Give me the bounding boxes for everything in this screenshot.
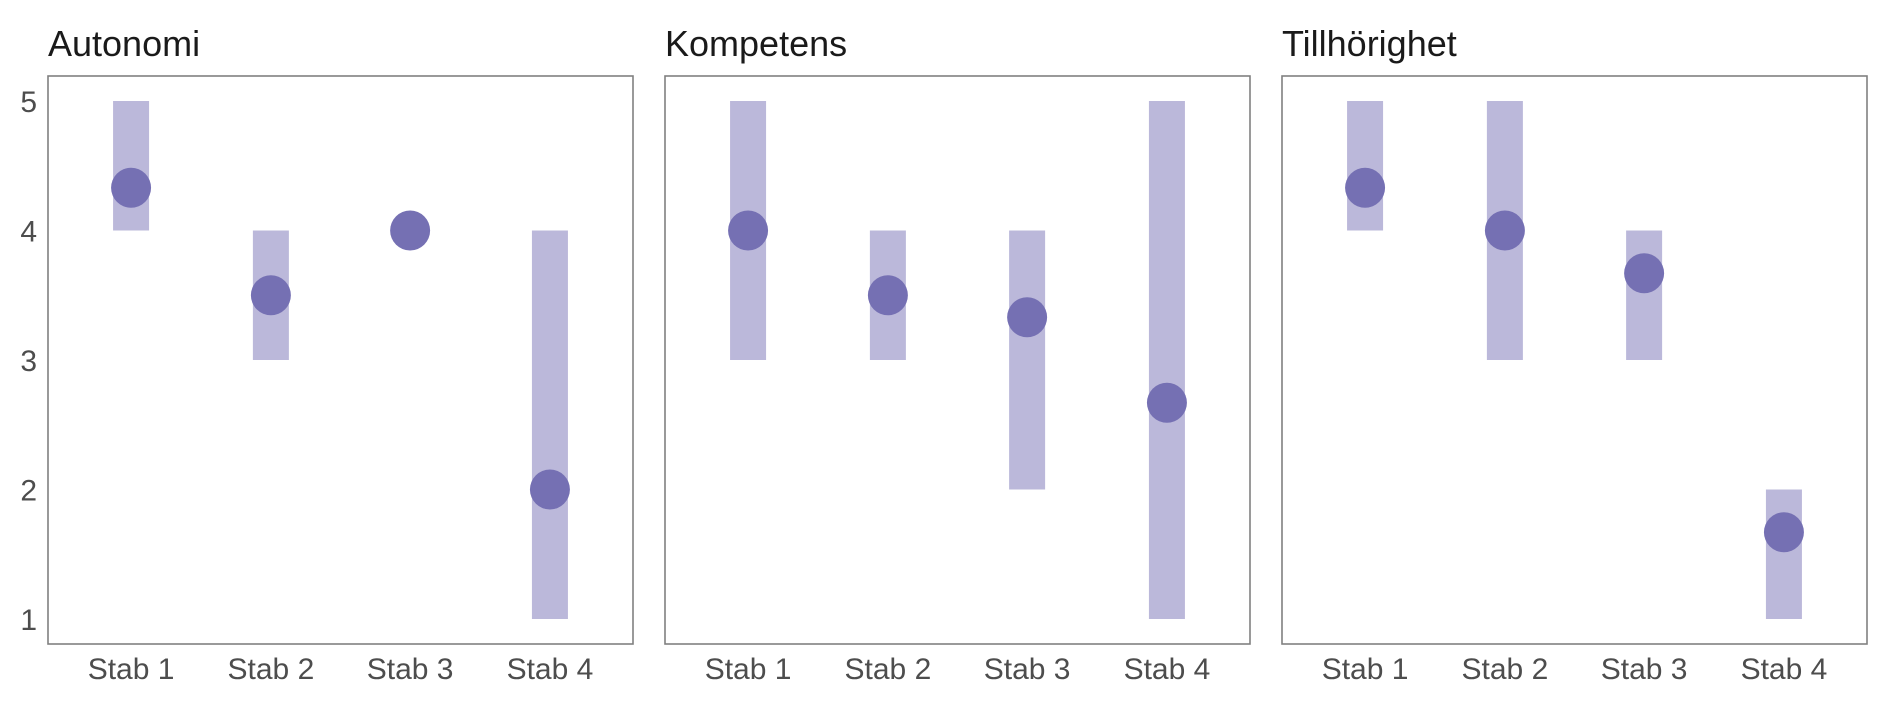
x-tick-label: Stab 1 bbox=[1322, 653, 1409, 686]
range-bar bbox=[1347, 101, 1384, 231]
panel-frame bbox=[47, 75, 634, 645]
panel-frame bbox=[1281, 75, 1868, 645]
range-bar bbox=[1626, 230, 1663, 360]
data-point bbox=[1484, 210, 1525, 251]
data-point bbox=[728, 210, 769, 251]
data-point bbox=[1345, 167, 1386, 208]
range-bar bbox=[1148, 101, 1185, 619]
panel-frame bbox=[664, 75, 1251, 645]
range-bar bbox=[113, 101, 150, 231]
data-point bbox=[111, 167, 152, 208]
x-tick-label: Stab 2 bbox=[845, 653, 932, 686]
range-bar bbox=[531, 230, 568, 619]
data-point bbox=[1007, 297, 1048, 338]
x-tick-label: Stab 1 bbox=[705, 653, 792, 686]
x-tick-label: Stab 3 bbox=[984, 653, 1071, 686]
data-point bbox=[1146, 382, 1187, 423]
y-tick-label: 3 bbox=[20, 345, 37, 378]
y-tick-label: 4 bbox=[20, 216, 37, 249]
range-bar bbox=[1765, 489, 1802, 619]
data-point bbox=[390, 210, 431, 251]
x-tick-label: Stab 1 bbox=[88, 653, 175, 686]
y-tick-label: 5 bbox=[20, 86, 37, 119]
data-point bbox=[529, 469, 570, 510]
x-tick-label: Stab 4 bbox=[1741, 653, 1828, 686]
panel-title: Autonomi bbox=[48, 23, 200, 64]
x-tick-label: Stab 2 bbox=[1462, 653, 1549, 686]
y-tick-label: 2 bbox=[20, 475, 37, 508]
chart-panel-1: Autonomi 1 2 3 4 5 Stab 1 Stab 2 Stab 3 Stab 4 bbox=[20, 23, 634, 686]
panel-title: Kompetens bbox=[665, 23, 847, 64]
x-tick-label: Stab 4 bbox=[1124, 653, 1211, 686]
data-point bbox=[1763, 512, 1804, 553]
data-point bbox=[1624, 253, 1665, 294]
x-tick-label: Stab 2 bbox=[228, 653, 315, 686]
range-bar bbox=[1009, 230, 1046, 490]
y-tick-label: 1 bbox=[20, 604, 37, 637]
x-tick-label: Stab 3 bbox=[367, 653, 454, 686]
data-point bbox=[867, 275, 908, 316]
x-tick-label: Stab 3 bbox=[1601, 653, 1688, 686]
data-point bbox=[250, 275, 291, 316]
panel-title: Tillhörighet bbox=[1282, 23, 1457, 64]
chart-panel-3: Tillhörighet Stab 1 Stab 2 Stab 3 Stab 4 bbox=[1281, 23, 1868, 686]
chart-panel-2: Kompetens Stab 1 Stab 2 Stab 3 Stab 4 bbox=[664, 23, 1251, 686]
x-tick-label: Stab 4 bbox=[507, 653, 594, 686]
